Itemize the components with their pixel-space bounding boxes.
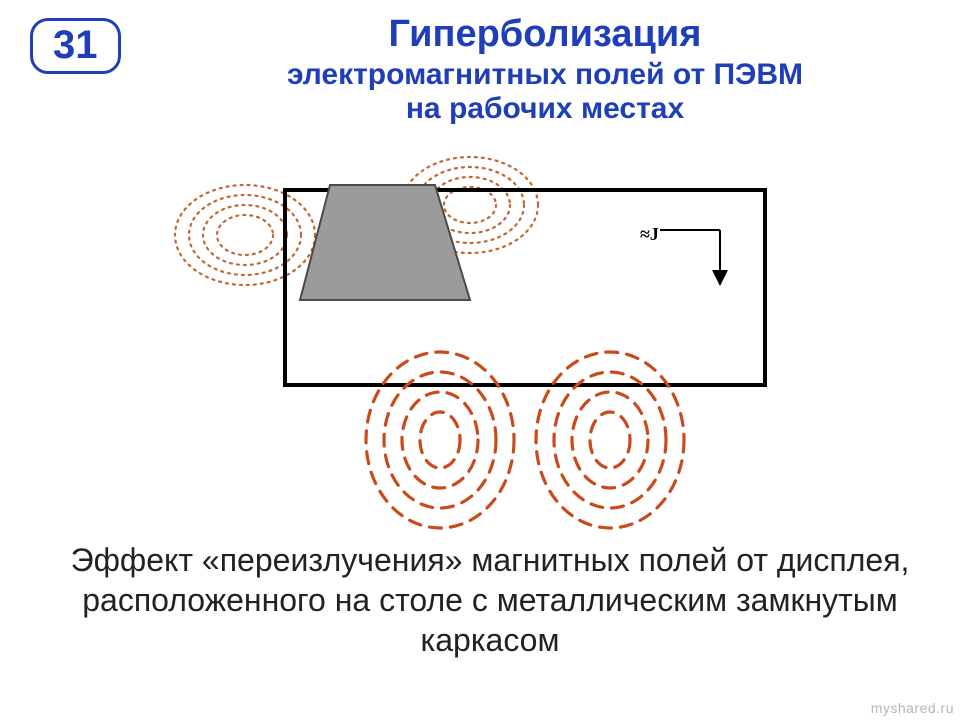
current-label: ≈J bbox=[640, 224, 659, 244]
watermark: myshared.ru bbox=[871, 700, 954, 716]
dashed-field-groups bbox=[366, 352, 684, 528]
current-marker: ≈J bbox=[640, 224, 720, 280]
title-line-1: Гиперболизация bbox=[160, 14, 930, 56]
slide-caption: Эффект «переизлучения» магнитных полей о… bbox=[60, 540, 920, 660]
field-diagram: ≈J bbox=[150, 150, 810, 550]
slide-number-badge: 31 bbox=[30, 18, 121, 74]
title-line-2: электромагнитных полей от ПЭВМ bbox=[160, 58, 930, 93]
title-line-3: на рабочих местах bbox=[160, 92, 930, 127]
slide-title: Гиперболизация электромагнитных полей от… bbox=[160, 14, 930, 127]
